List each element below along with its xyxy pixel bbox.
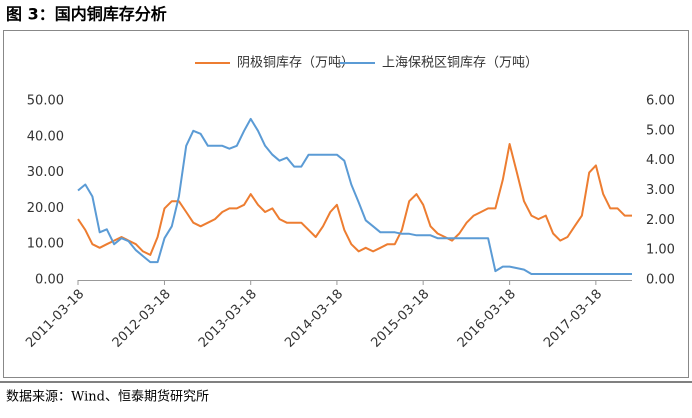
x-tick-label: 2017-03-18 (541, 287, 605, 351)
x-tick-label: 2013-03-18 (196, 287, 260, 351)
y-tick-label: 30.00 (27, 165, 64, 180)
x-tick-label: 2012-03-18 (110, 287, 174, 351)
y-tick-label: 20.00 (27, 201, 64, 216)
x-tick-label: 2016-03-18 (455, 287, 519, 351)
legend-label: 上海保税区铜库存（万吨） (382, 55, 538, 71)
y-tick-label: 10.00 (27, 237, 64, 252)
y2-tick-label: 4.00 (646, 153, 675, 168)
chart-frame (3, 30, 689, 378)
y2-tick-label: 2.00 (646, 213, 675, 228)
figure-title: 图 3：国内铜库存分析 (6, 5, 167, 24)
y2-tick-label: 5.00 (646, 123, 675, 138)
y-tick-label: 0.00 (35, 273, 64, 288)
legend-label: 阴极铜库存（万吨） (237, 55, 354, 71)
source-note: 数据来源：Wind、恒泰期货研究所 (6, 389, 209, 405)
y2-tick-label: 3.00 (646, 183, 675, 198)
y2-tick-label: 0.00 (646, 273, 675, 288)
y2-tick-label: 6.00 (646, 94, 675, 109)
x-tick-label: 2014-03-18 (282, 287, 346, 351)
y-tick-label: 50.00 (27, 94, 64, 109)
series-line (77, 117, 632, 275)
x-tick-label: 2011-03-18 (23, 287, 87, 351)
x-tick-label: 2015-03-18 (368, 287, 432, 351)
series-line (77, 143, 632, 256)
y2-tick-label: 1.00 (646, 243, 675, 258)
y-tick-label: 40.00 (27, 129, 64, 144)
